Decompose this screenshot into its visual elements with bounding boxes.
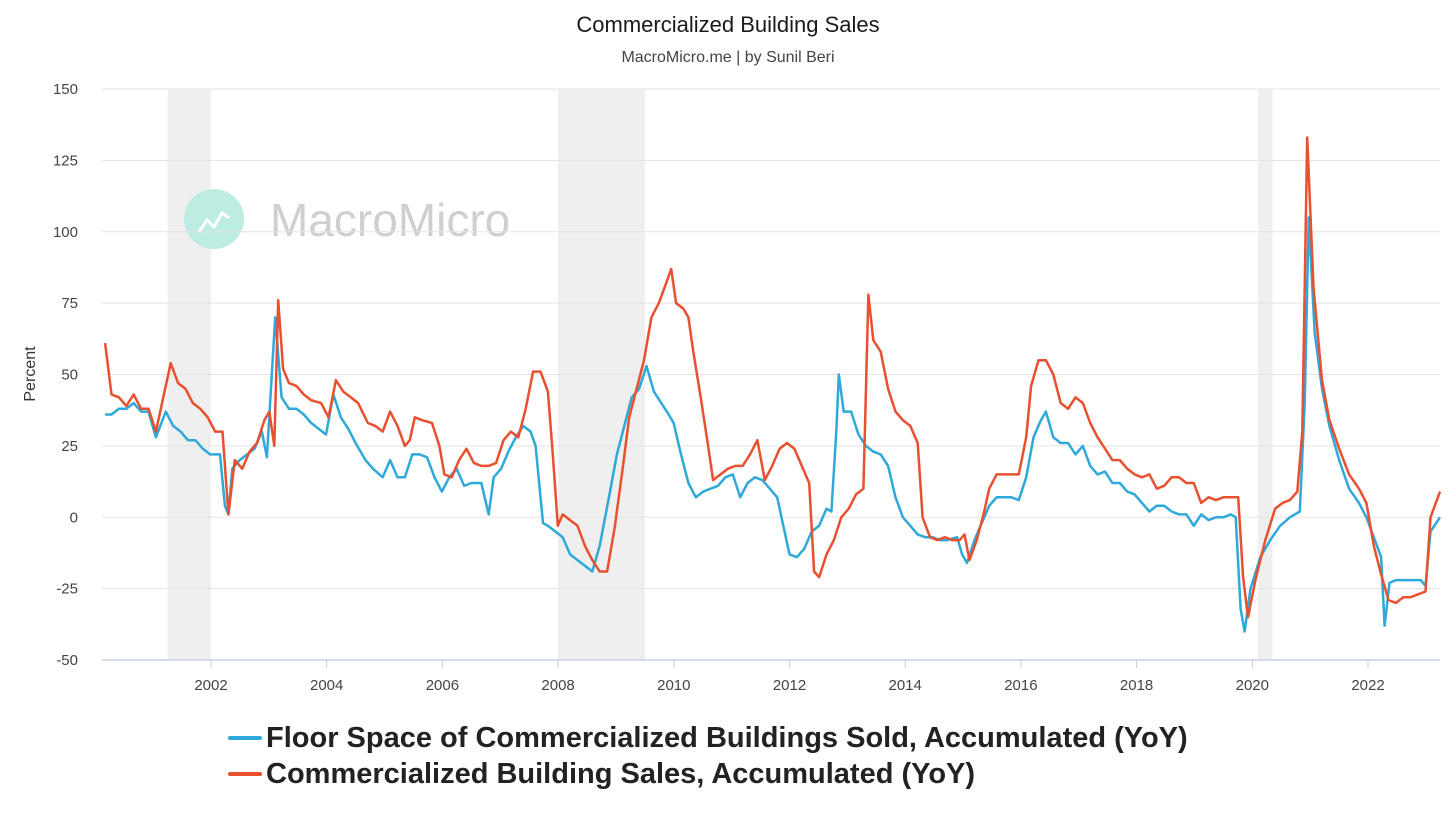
y-tick-label: 50 <box>61 367 78 384</box>
x-tick-label: 2012 <box>773 677 806 694</box>
series-line-1 <box>103 136 1442 619</box>
x-tick-label: 2014 <box>889 677 922 694</box>
legend-swatch-sales <box>228 772 262 776</box>
series-line-0 <box>105 216 1442 633</box>
y-tick-label: 150 <box>53 81 78 98</box>
y-tick-label: 75 <box>61 295 78 312</box>
watermark-text: MacroMicro <box>270 194 510 246</box>
y-tick-label: 0 <box>70 509 78 526</box>
legend-swatch-floor-space <box>228 736 262 740</box>
series-lines <box>103 136 1442 633</box>
y-gridlines <box>102 88 1440 590</box>
x-tick-label: 2004 <box>310 677 343 694</box>
y-tick-label: 100 <box>53 224 78 241</box>
legend-item-floor-space[interactable]: Floor Space of Commercialized Buildings … <box>228 720 1188 756</box>
x-axis: 2002 2004 2006 2008 2010 2012 2014 2016 2018 2020… <box>102 659 1440 694</box>
x-tick-label: 2006 <box>426 677 459 694</box>
y-tick-label: 125 <box>53 152 78 169</box>
x-tick-label: 2022 <box>1351 677 1384 694</box>
watermark: MacroMicro <box>184 189 510 249</box>
legend-label-floor-space: Floor Space of Commercialized Buildings … <box>266 721 1188 754</box>
x-tick-label: 2016 <box>1004 677 1037 694</box>
x-tick-label: 2010 <box>657 677 690 694</box>
y-axis: -50 -25 0 25 50 75 100 125 150 <box>53 81 78 669</box>
legend: Floor Space of Commercialized Buildings … <box>228 720 1188 792</box>
x-tick-label: 2018 <box>1120 677 1153 694</box>
legend-item-sales[interactable]: Commercialized Building Sales, Accumulat… <box>228 756 1188 792</box>
legend-label-sales: Commercialized Building Sales, Accumulat… <box>266 757 976 790</box>
watermark-chart-icon <box>197 210 230 233</box>
y-tick-label: 25 <box>61 438 78 455</box>
watermark-logo-icon <box>184 189 244 249</box>
chart-subtitle: MacroMicro.me | by Sunil Beri <box>621 49 835 66</box>
x-tick-label: 2002 <box>194 677 227 694</box>
chart-title: Commercialized Building Sales <box>576 12 880 37</box>
x-tick-label: 2008 <box>541 677 574 694</box>
y-axis-title: Percent <box>22 346 39 402</box>
x-tick-label: 2020 <box>1236 677 1269 694</box>
y-tick-label: -25 <box>56 581 78 598</box>
y-tick-label: -50 <box>56 652 78 669</box>
